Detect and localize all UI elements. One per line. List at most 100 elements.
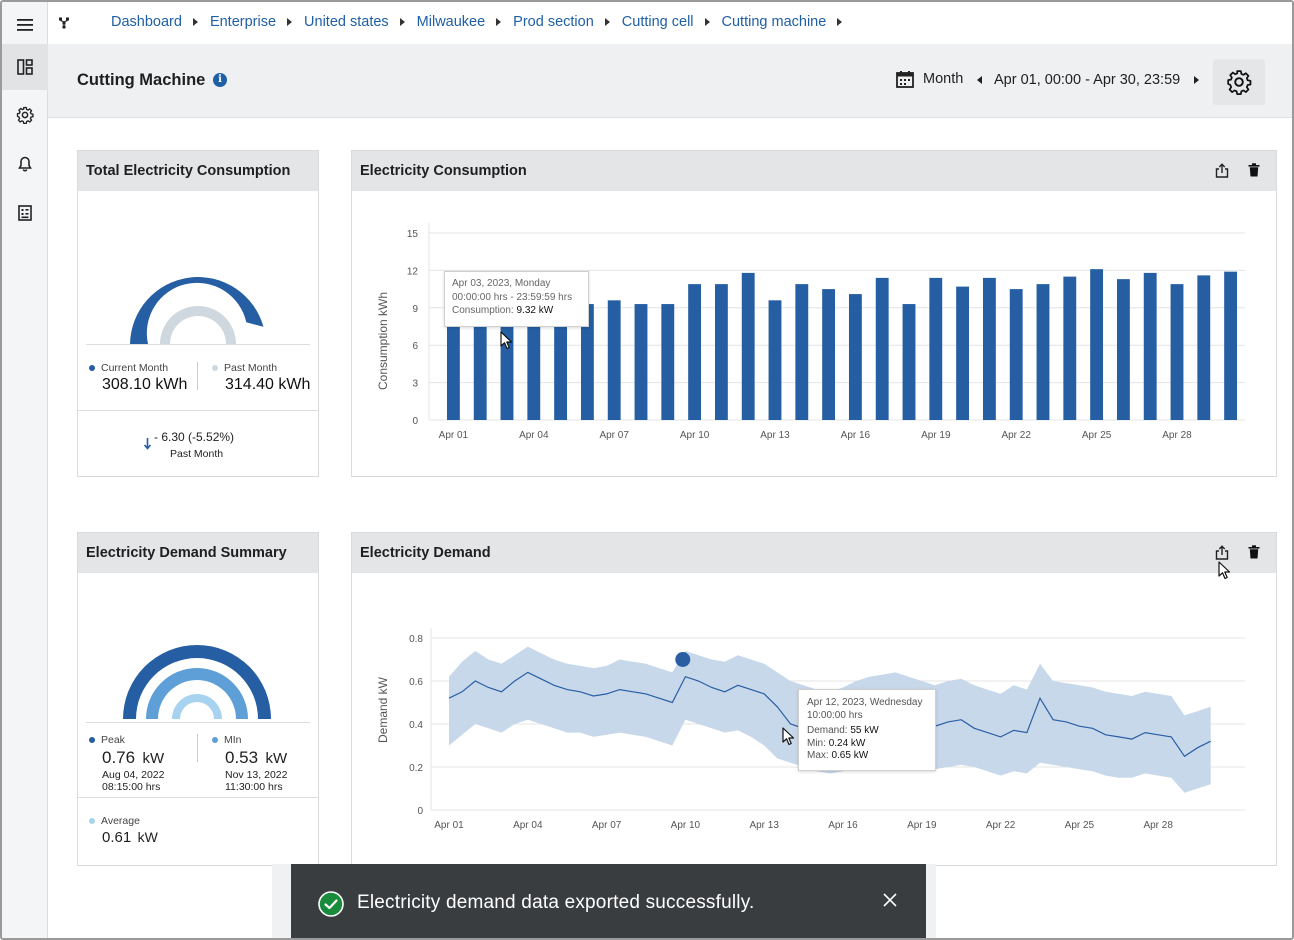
card-title: Electricity Consumption — [360, 163, 527, 179]
toast-message: Electricity demand data exported success… — [357, 892, 755, 913]
chart-tooltip: Apr 03, 2023, Monday 00:00:00 hrs - 23:5… — [444, 271, 589, 327]
report-icon[interactable] — [2, 190, 48, 236]
success-check-icon — [318, 891, 344, 917]
x-tick-label: Apr 16 — [828, 820, 858, 831]
dashboard-icon[interactable] — [2, 44, 48, 90]
delete-button[interactable] — [1246, 161, 1262, 179]
x-tick-label: Apr 04 — [519, 430, 549, 441]
y-tick-label: 12 — [407, 266, 419, 277]
past-label: Past Month — [224, 362, 278, 374]
chevron-right-icon — [287, 18, 293, 26]
settings-icon[interactable] — [2, 92, 48, 138]
delete-button[interactable] — [1246, 543, 1262, 561]
breadcrumb-item[interactable]: Prod section — [513, 14, 594, 30]
x-tick-label: Apr 01 — [434, 820, 464, 831]
average-value: 0.61 kW — [102, 829, 158, 846]
hierarchy-icon[interactable] — [58, 16, 70, 34]
legend-min: MIn — [212, 734, 242, 746]
export-button[interactable] — [1214, 161, 1230, 179]
min-value: 0.53 kW — [225, 748, 288, 767]
breadcrumb-item[interactable]: Enterprise — [209, 14, 277, 30]
y-tick-label: 15 — [407, 229, 419, 240]
tooltip-min: Min: 0.24 kW — [807, 737, 866, 749]
breadcrumb-item[interactable]: Cutting machine — [721, 14, 827, 30]
trash-icon — [1248, 545, 1260, 559]
bar — [902, 304, 916, 420]
x-tick-label: Apr 13 — [749, 820, 779, 831]
peak-timestamp: Aug 04, 2022 08:15:00 hrs — [102, 769, 165, 793]
y-tick-label: 3 — [412, 379, 418, 390]
y-tick-label: 0 — [417, 806, 423, 817]
chevron-right-icon — [496, 18, 502, 26]
card-title: Electricity Demand Summary — [86, 545, 287, 561]
legend-peak: Peak — [89, 734, 125, 746]
gear-icon — [1227, 70, 1252, 95]
legend-past: Past Month — [212, 362, 277, 374]
bar — [554, 304, 568, 420]
gauge-current-arc — [130, 277, 264, 344]
bar — [929, 277, 943, 420]
tooltip-date: Apr 03, 2023, Monday — [452, 278, 551, 289]
change-value: - 6.30 (-5.52%) — [154, 430, 235, 444]
y-tick-label: 0.2 — [409, 763, 423, 774]
chevron-right-icon — [704, 18, 710, 26]
bar — [875, 277, 889, 420]
settings-button[interactable] — [1213, 59, 1265, 105]
export-button[interactable] — [1214, 543, 1230, 561]
min-timestamp: Nov 13, 2022 11:30:00 hrs — [225, 769, 288, 793]
x-tick-label: Apr 01 — [439, 430, 469, 441]
card-header: Electricity Demand — [352, 533, 1276, 573]
chart-tooltip: Apr 12, 2023, Wednesday 10:00:00 hrs Dem… — [798, 689, 936, 771]
chevron-right-icon — [837, 18, 843, 26]
mouse-cursor-icon — [1218, 561, 1231, 580]
consumption-bar-chart: 0 3 6 9 12 15 Apr 01 Apr 04 Apr 07 Apr 10 Apr 13 A… — [376, 223, 1245, 441]
card-header: Electricity Consumption — [352, 151, 1276, 191]
x-tick-label: Apr 19 — [921, 430, 951, 441]
divider — [78, 797, 318, 798]
breadcrumb-item[interactable]: Dashboard — [111, 14, 182, 30]
gauge-past-arc — [160, 306, 236, 344]
info-icon[interactable]: i — [213, 73, 227, 87]
x-tick-label: Apr 28 — [1143, 820, 1173, 831]
x-tick-label: Apr 04 — [513, 820, 543, 831]
bar — [848, 294, 862, 420]
change-label: Past Month — [170, 448, 224, 460]
breadcrumb: Dashboard Enterprise United states Milwa… — [111, 14, 854, 30]
bell-icon[interactable] — [2, 141, 48, 187]
peak-value: 0.76 kW — [102, 748, 165, 767]
bar — [982, 277, 996, 420]
previous-period-icon[interactable] — [977, 76, 982, 84]
breadcrumb-item[interactable]: United states — [304, 14, 389, 30]
bar — [1009, 289, 1023, 420]
close-icon[interactable] — [882, 892, 898, 908]
chevron-right-icon — [604, 18, 610, 26]
min-label: MIn — [224, 734, 242, 746]
tooltip-date: Apr 12, 2023, Wednesday — [807, 697, 923, 708]
peak-label: Peak — [101, 734, 125, 746]
tooltip-max: Max: 0.65 kW — [807, 750, 869, 761]
y-tick-label: 0.6 — [409, 677, 423, 688]
breadcrumb-bar: Dashboard Enterprise United states Milwa… — [48, 2, 1292, 44]
x-tick-label: Apr 22 — [1001, 430, 1031, 441]
breadcrumb-item[interactable]: Cutting cell — [621, 14, 694, 30]
current-value: 308.10 kWh — [102, 376, 188, 393]
y-tick-label: 0.8 — [409, 634, 423, 645]
card-header: Total Electricity Consumption — [78, 151, 318, 191]
bar — [661, 304, 675, 420]
legend-average: Average — [89, 815, 140, 827]
period-selector[interactable]: Month — [923, 71, 964, 87]
divider — [197, 734, 198, 762]
x-tick-label: Apr 10 — [671, 820, 701, 831]
breadcrumb-item[interactable]: Milwaukee — [416, 14, 486, 30]
y-tick-label: 0 — [412, 416, 418, 427]
next-period-icon[interactable] — [1194, 76, 1199, 84]
peak-dot — [89, 737, 95, 744]
x-tick-label: Apr 28 — [1162, 430, 1192, 441]
mouse-cursor-icon — [782, 727, 795, 746]
date-range[interactable]: Apr 01, 00:00 - Apr 30, 23:59 — [994, 72, 1181, 88]
past-dot — [212, 365, 218, 372]
consumption-chart-card: Electricity Consumption 0 3 6 9 12 15 Apr 01 A… — [351, 150, 1277, 477]
calendar-icon[interactable] — [896, 71, 914, 93]
menu-icon[interactable] — [2, 2, 48, 48]
